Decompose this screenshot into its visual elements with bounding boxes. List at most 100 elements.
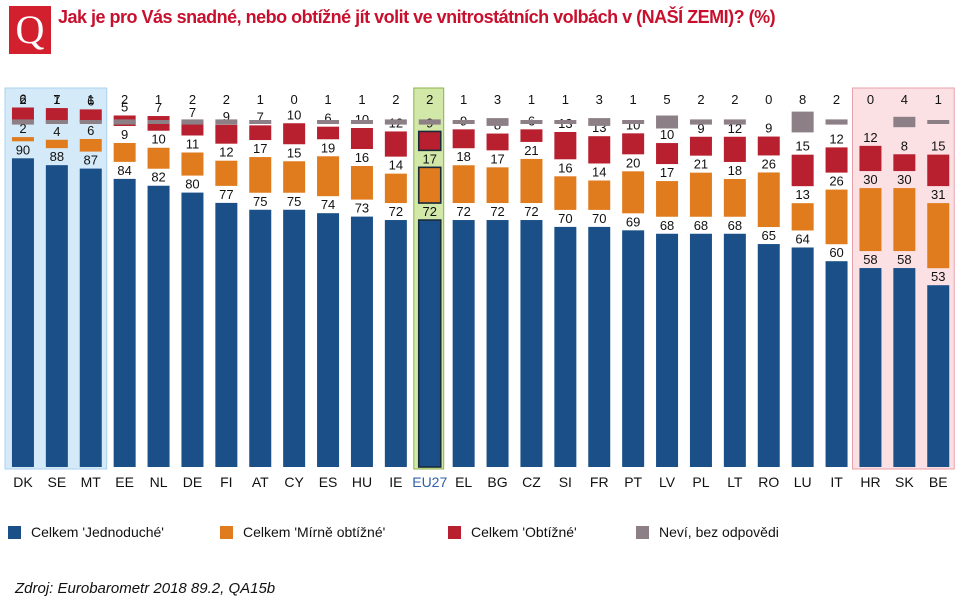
label-fairly-difficult-fi: 12 <box>219 145 233 160</box>
bar-difficult-ro <box>757 136 780 156</box>
bar-easy-pl <box>689 233 712 467</box>
label-fairly-difficult-lv: 17 <box>660 165 674 180</box>
bar-dont-know-nl <box>147 120 170 124</box>
label-dont-know-se: 1 <box>53 92 60 107</box>
label-easy-el: 72 <box>456 204 470 219</box>
label-easy-si: 70 <box>558 211 572 226</box>
label-difficult-mt: 6 <box>87 93 94 108</box>
label-dont-know-pt: 1 <box>630 92 637 107</box>
bar-fairly-difficult-lt <box>723 178 746 217</box>
bar-easy-be <box>927 285 950 467</box>
bar-easy-si <box>554 226 577 467</box>
label-easy-at: 75 <box>253 194 267 209</box>
label-difficult-de: 7 <box>189 105 196 120</box>
category-label-dk: DK <box>13 474 33 490</box>
bar-dont-know-ee <box>113 119 136 125</box>
label-dont-know-sk: 4 <box>901 92 908 107</box>
bar-dont-know-mt <box>79 120 102 124</box>
label-dont-know-it: 2 <box>833 92 840 107</box>
bar-easy-fi <box>215 202 238 467</box>
category-label-cy: CY <box>284 474 304 490</box>
label-easy-cz: 72 <box>524 204 538 219</box>
bar-fairly-difficult-mt <box>79 138 102 152</box>
category-label-pl: PL <box>692 474 709 490</box>
category-label-es: ES <box>319 474 338 490</box>
legend-label-difficult: Celkem 'Obtížné' <box>471 524 577 540</box>
bar-fairly-difficult-sk <box>893 188 916 252</box>
label-fairly-difficult-at: 17 <box>253 141 267 156</box>
label-fairly-difficult-si: 16 <box>558 160 572 175</box>
bar-dont-know-pl <box>689 119 712 125</box>
label-fairly-difficult-el: 18 <box>456 149 470 164</box>
label-dont-know-ee: 2 <box>121 92 128 107</box>
bar-dont-know-lv <box>656 115 679 129</box>
bar-fairly-difficult-fr <box>588 180 611 210</box>
bar-difficult-lu <box>791 154 814 187</box>
label-difficult-hr: 12 <box>863 130 877 145</box>
category-label-fr: FR <box>590 474 609 490</box>
bar-easy-sk <box>893 268 916 467</box>
bar-easy-dk <box>11 158 34 468</box>
bar-difficult-el <box>452 129 475 149</box>
bar-fairly-difficult-ro <box>757 172 780 228</box>
label-easy-eu27: 72 <box>423 204 437 219</box>
bar-fairly-difficult-it <box>825 189 848 245</box>
bar-dont-know-it <box>825 119 848 125</box>
label-fairly-difficult-mt: 6 <box>87 123 94 138</box>
bar-difficult-lt <box>723 136 746 162</box>
bar-easy-hu <box>350 216 373 467</box>
category-label-si: SI <box>559 474 572 490</box>
bar-easy-cz <box>520 220 543 467</box>
label-easy-cy: 75 <box>287 194 301 209</box>
label-easy-de: 80 <box>185 177 199 192</box>
legend-swatch-dont-know <box>636 525 649 539</box>
label-dont-know-be: 1 <box>935 92 942 107</box>
bar-difficult-pt <box>622 133 645 155</box>
legend-item-fairly-difficult: Celkem 'Mírně obtížné' <box>220 524 385 540</box>
bar-fairly-difficult-nl <box>147 147 170 169</box>
bar-fairly-difficult-se <box>45 139 68 149</box>
label-fairly-difficult-bg: 17 <box>490 151 504 166</box>
category-label-mt: MT <box>81 474 102 490</box>
label-difficult-fi: 9 <box>223 109 230 124</box>
label-dont-know-lu: 8 <box>799 92 806 107</box>
label-easy-ee: 84 <box>117 163 131 178</box>
label-easy-se: 88 <box>50 149 64 164</box>
bar-difficult-cy <box>283 123 306 145</box>
bar-dont-know-bg <box>486 118 509 126</box>
category-label-lt: LT <box>727 474 743 490</box>
bar-difficult-pl <box>689 136 712 156</box>
label-fairly-difficult-nl: 10 <box>151 132 165 147</box>
label-easy-sk: 58 <box>897 252 911 267</box>
bar-fairly-difficult-dk <box>11 137 34 142</box>
label-fairly-difficult-fr: 14 <box>592 165 606 180</box>
label-fairly-difficult-ro: 26 <box>762 156 776 171</box>
bar-difficult-ie <box>384 131 407 157</box>
category-label-eu27: EU27 <box>412 474 447 490</box>
label-dont-know-bg: 3 <box>494 92 501 107</box>
bar-dont-know-cz <box>520 120 543 124</box>
label-easy-nl: 82 <box>151 170 165 185</box>
bar-dont-know-hu <box>350 120 373 124</box>
label-dont-know-si: 1 <box>562 92 569 107</box>
bar-dont-know-eu27 <box>418 119 441 125</box>
legend-item-easy: Celkem 'Jednoduché' <box>8 524 164 540</box>
category-label-nl: NL <box>150 474 168 490</box>
bar-fairly-difficult-ee <box>113 142 136 162</box>
bar-difficult-se <box>45 108 68 123</box>
bar-fairly-difficult-lu <box>791 203 814 231</box>
bar-fairly-difficult-pt <box>622 171 645 214</box>
bar-fairly-difficult-pl <box>689 172 712 217</box>
label-fairly-difficult-pt: 20 <box>626 155 640 170</box>
label-difficult-pt: 10 <box>626 117 640 132</box>
category-label-ie: IE <box>389 474 402 490</box>
label-dont-know-hu: 1 <box>358 92 365 107</box>
label-dont-know-ro: 0 <box>765 92 772 107</box>
label-difficult-ro: 9 <box>765 121 772 136</box>
q-logo-badge: Q <box>9 6 51 54</box>
bar-difficult-lv <box>656 143 679 165</box>
category-label-se: SE <box>48 474 67 490</box>
legend-swatch-difficult <box>448 525 461 539</box>
label-fairly-difficult-dk: 2 <box>19 121 26 136</box>
category-label-fi: FI <box>220 474 232 490</box>
